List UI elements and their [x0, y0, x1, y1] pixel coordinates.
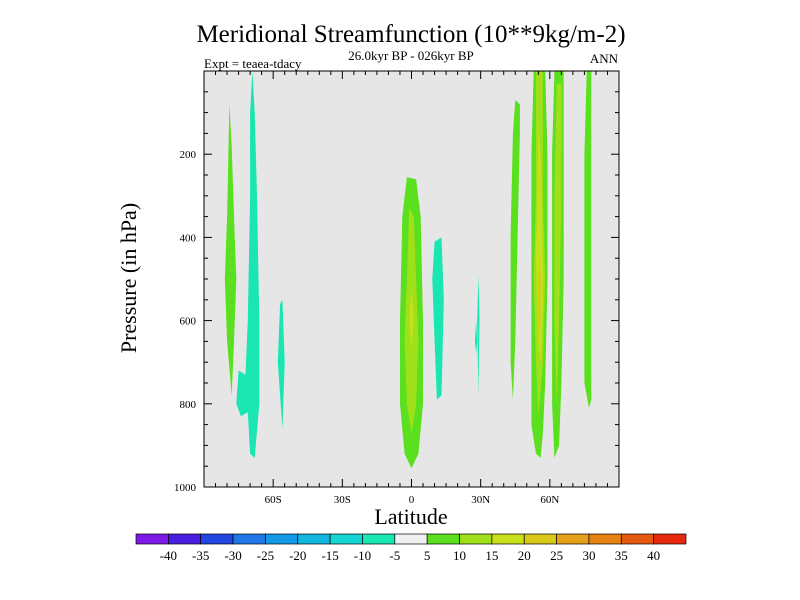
colorbar-label: -20 — [289, 548, 306, 563]
contour-region-nh-pos-main-core — [536, 120, 543, 363]
colorbar-label: -25 — [257, 548, 274, 563]
colorbar-swatch — [426, 533, 460, 545]
colorbar-label: 30 — [582, 548, 595, 563]
colorbar-swatch — [232, 533, 266, 545]
colorbar-label: -10 — [354, 548, 371, 563]
colorbar: -40 -35 -30 -25 -20 -15 -10 -5 5 10 15 20 25 30 35 40 — [135, 533, 687, 563]
colorbar-swatch — [362, 533, 396, 545]
colorbar-swatch — [168, 533, 202, 545]
experiment-label: Expt = teaea-tdacy — [204, 56, 302, 71]
colorbar-swatch — [588, 533, 622, 545]
contour-region-sh-high-pos — [224, 104, 237, 396]
colorbar-label: -15 — [321, 548, 338, 563]
y-tick-label: 800 — [180, 399, 197, 411]
contour-region-nh-pos-4 — [584, 71, 592, 408]
contour-region-nh-neg-2 — [477, 274, 480, 396]
contour-region-nh-pos-main-peak — [538, 258, 541, 342]
contour-region-sh-neg-small — [277, 299, 285, 429]
x-tick-label: 0 — [409, 494, 415, 506]
colorbar-swatch — [556, 533, 590, 545]
colorbar-swatch — [329, 533, 363, 545]
colorbar-label: 15 — [485, 548, 498, 563]
contour-region-eq-pos-core — [409, 287, 414, 346]
contour-region-sh-neg-strip — [236, 71, 260, 458]
colorbar-swatch — [523, 533, 557, 545]
colorbar-label: 10 — [453, 548, 466, 563]
y-tick-label: 400 — [180, 232, 197, 244]
x-tick-label: 30N — [471, 494, 490, 506]
x-axis-label: Latitude — [374, 504, 447, 529]
colorbar-swatch — [620, 533, 654, 545]
colorbar-label: 20 — [518, 548, 531, 563]
x-tick-label: 30S — [334, 494, 351, 506]
colorbar-swatch — [200, 533, 234, 545]
colorbar-label: -30 — [224, 548, 241, 563]
season-label: ANN — [590, 51, 619, 66]
colorbar-swatch — [135, 533, 169, 545]
y-tick-label: 200 — [180, 149, 197, 161]
y-tick-label: 600 — [180, 316, 197, 328]
contour-region-nh-neg-3 — [474, 320, 478, 354]
colorbar-label: -35 — [192, 548, 209, 563]
contour-regions — [224, 71, 592, 469]
colorbar-label: -5 — [389, 548, 400, 563]
chart-subtitle: 26.0kyr BP - 026kyr BP — [348, 48, 474, 63]
colorbar-label: 5 — [424, 548, 431, 563]
contour-region-nh-pos-3-mid — [554, 83, 562, 404]
x-tick-label: 60S — [265, 494, 282, 506]
colorbar-label: 40 — [647, 548, 660, 563]
x-tick-label: 60N — [540, 494, 559, 506]
colorbar-label: -40 — [160, 548, 177, 563]
colorbar-swatch — [653, 533, 687, 545]
colorbar-swatch — [394, 533, 428, 545]
colorbar-swatch — [297, 533, 331, 545]
contour-region-nh-pos-1 — [510, 100, 520, 400]
colorbar-label: 25 — [550, 548, 563, 563]
colorbar-swatch — [491, 533, 525, 545]
y-axis-label: Pressure (in hPa) — [116, 203, 141, 353]
colorbar-swatch — [459, 533, 493, 545]
contour-region-nh-neg-1 — [432, 237, 444, 400]
y-axis-ticks: 200 400 600 800 1000 — [174, 91, 619, 494]
colorbar-label: 35 — [615, 548, 628, 563]
x-axis-ticks: 60S 30S 0 30N 60N — [215, 71, 608, 506]
y-tick-label: 1000 — [174, 482, 197, 494]
chart-title: Meridional Streamfunction (10**9kg/m-2) — [196, 21, 625, 48]
colorbar-swatch — [265, 533, 299, 545]
